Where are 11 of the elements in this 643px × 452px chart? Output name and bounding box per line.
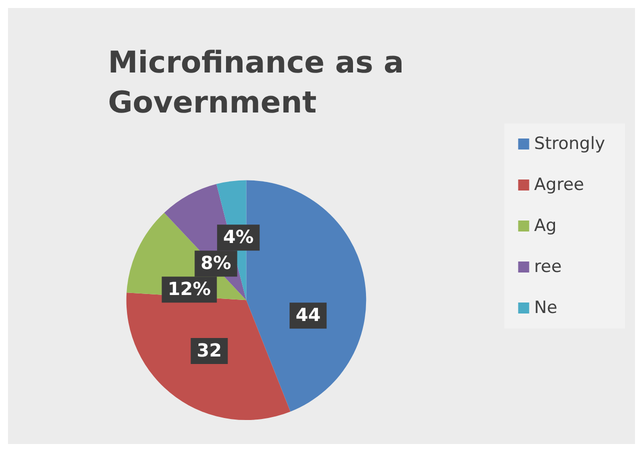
data-label: 8%: [200, 253, 232, 274]
legend-label: Agree: [534, 175, 584, 195]
chart-title: Microfinance as a Government: [108, 46, 414, 120]
legend-label: Ag: [534, 216, 557, 236]
data-label: 12%: [168, 279, 211, 300]
data-label: 44: [296, 305, 321, 326]
legend-label: Strongly: [534, 134, 606, 154]
legend-label: ree: [534, 257, 562, 277]
data-label: 32: [196, 340, 222, 362]
legend-label: Ne: [534, 298, 558, 318]
data-label: 4%: [223, 227, 254, 248]
